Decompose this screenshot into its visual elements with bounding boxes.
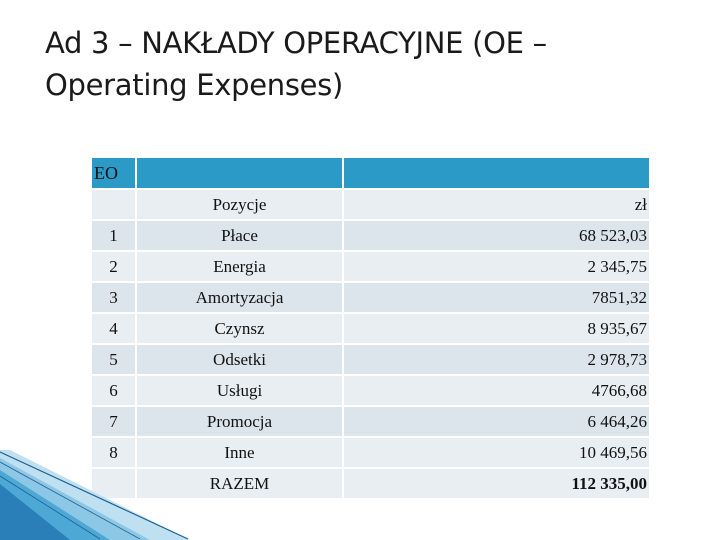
expenses-table: EO Pozycje zł 1 Płace 68 523,03 2 Energi…: [92, 158, 649, 500]
row-name: Amortyzacja: [137, 283, 344, 314]
row-value: 8 935,67: [587, 318, 648, 338]
table-row: 6 Usługi 4766,68: [92, 376, 649, 407]
row-value: 10 469,56: [579, 442, 647, 462]
table-row: 7 Promocja 6 464,26: [92, 407, 649, 438]
row-number: 5: [92, 345, 137, 376]
table-header-cell: [137, 158, 344, 190]
row-name: Płace: [137, 221, 344, 252]
row-name: Energia: [137, 252, 344, 283]
table-row: 3 Amortyzacja 7851,32: [92, 283, 649, 314]
row-number: 6: [92, 376, 137, 407]
table-row: 8 Inne 10 469,56: [92, 438, 649, 469]
row-number: 2: [92, 252, 137, 283]
total-value: 112 335,00: [571, 473, 647, 493]
row-value: 6 464,26: [587, 411, 648, 431]
total-label: RAZEM: [137, 469, 344, 500]
table-row: 2 Energia 2 345,75: [92, 252, 649, 283]
total-row: RAZEM 112 335,00: [92, 469, 649, 500]
row-name: Czynsz: [137, 314, 344, 345]
table-row: 4 Czynsz 8 935,67: [92, 314, 649, 345]
row-value: 7851,32: [591, 287, 647, 307]
row-name: Odsetki: [137, 345, 344, 376]
table-header-row: EO: [92, 158, 649, 190]
column-header-unit: zł: [634, 194, 647, 214]
row-name: Promocja: [137, 407, 344, 438]
row-value: 2 345,75: [587, 256, 648, 276]
slide-title: Ad 3 – NAKŁADY OPERACYJNE (OE – Operatin…: [45, 26, 547, 102]
column-header-row: Pozycje zł: [92, 190, 649, 221]
row-name: Usługi: [137, 376, 344, 407]
row-number: 4: [92, 314, 137, 345]
column-header-pozycje: Pozycje: [137, 190, 344, 221]
row-value: 4766,68: [591, 380, 647, 400]
row-number: 3: [92, 283, 137, 314]
row-number: 1: [92, 221, 137, 252]
table-header-label: EO: [92, 158, 137, 190]
table-header-cell: [344, 158, 649, 190]
table-row: 5 Odsetki 2 978,73: [92, 345, 649, 376]
table-row: 1 Płace 68 523,03: [92, 221, 649, 252]
row-number: 7: [92, 407, 137, 438]
row-number: 8: [92, 438, 137, 469]
row-name: Inne: [137, 438, 344, 469]
row-value: 2 978,73: [587, 349, 648, 369]
decorative-wave-graphic: [0, 450, 190, 540]
row-value: 68 523,03: [579, 225, 647, 245]
